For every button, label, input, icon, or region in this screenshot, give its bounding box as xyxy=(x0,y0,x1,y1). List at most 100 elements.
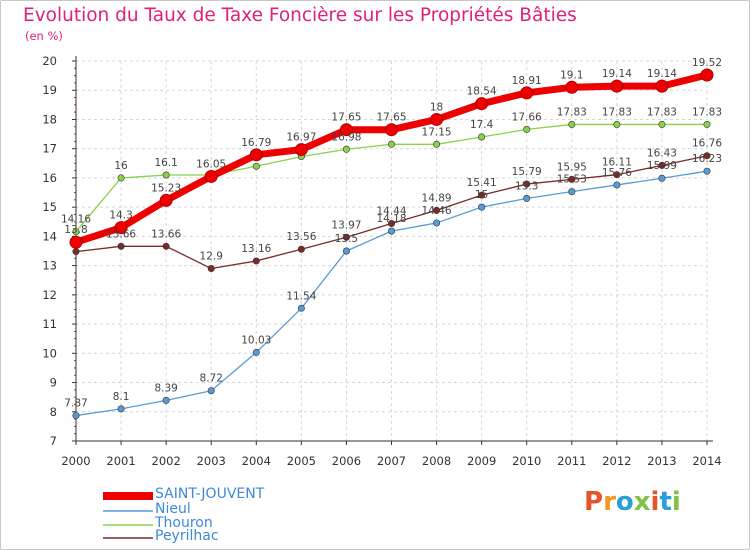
data-label: 8.39 xyxy=(154,382,177,394)
data-point xyxy=(252,257,260,265)
x-tick-label: 2014 xyxy=(692,454,721,468)
data-point xyxy=(252,348,260,356)
data-point xyxy=(478,133,486,141)
data-label: 15.3 xyxy=(515,180,538,192)
x-tick-label: 2007 xyxy=(377,454,406,468)
data-point xyxy=(387,220,395,228)
data-point xyxy=(703,120,711,128)
data-point xyxy=(655,79,669,93)
data-point xyxy=(568,175,576,183)
data-point xyxy=(162,396,170,404)
y-tick-label: 20 xyxy=(42,54,57,68)
unit-label: (en %) xyxy=(25,29,63,43)
data-label: 13.66 xyxy=(151,228,181,240)
data-point xyxy=(568,188,576,196)
data-label: 13.97 xyxy=(331,219,361,231)
y-tick-label: 19 xyxy=(42,83,57,97)
x-tick-label: 2013 xyxy=(647,454,676,468)
data-label: 16.76 xyxy=(692,138,722,150)
data-point xyxy=(162,171,170,179)
data-label: 13.5 xyxy=(335,233,358,245)
data-label: 15.23 xyxy=(151,182,181,194)
data-point xyxy=(297,304,305,312)
legend-swatch xyxy=(103,510,153,512)
data-point xyxy=(252,162,260,170)
legend-label: Peyrilhac xyxy=(155,528,219,544)
proxiti-logo: Proxiti xyxy=(584,487,681,517)
data-point xyxy=(114,221,128,235)
data-label: 16 xyxy=(114,160,128,172)
data-label-layer: 13.8 14.3 15.23 16.05 16.79 16.97 17.65 17.65 18… xyxy=(61,57,722,410)
data-label: 19.1 xyxy=(560,69,583,81)
data-point xyxy=(565,80,579,94)
x-tick-label: 2011 xyxy=(557,454,586,468)
series-nieul xyxy=(72,167,711,420)
data-point xyxy=(162,242,170,250)
data-label: 13.16 xyxy=(241,243,271,255)
data-point xyxy=(523,180,531,188)
data-point xyxy=(433,140,441,148)
data-point xyxy=(204,169,218,183)
data-point xyxy=(117,242,125,250)
x-tick-label: 2000 xyxy=(61,454,90,468)
x-tick-label: 2010 xyxy=(512,454,541,468)
data-label: 13.66 xyxy=(106,228,136,240)
data-label: 11.54 xyxy=(286,290,316,302)
data-point xyxy=(613,181,621,189)
series-peyrilhac xyxy=(72,152,711,273)
data-label: 15.99 xyxy=(647,160,677,172)
data-point xyxy=(658,161,666,169)
data-label: 16.05 xyxy=(196,158,226,170)
data-point xyxy=(568,120,576,128)
legend-label: Nieul xyxy=(155,501,191,517)
data-point xyxy=(523,125,531,133)
data-point xyxy=(430,112,444,126)
data-point xyxy=(69,235,83,249)
data-label: 8.1 xyxy=(113,391,130,403)
y-tick-label: 10 xyxy=(42,346,57,360)
data-point xyxy=(72,412,80,420)
x-tick-label: 2012 xyxy=(602,454,631,468)
data-label: 15.95 xyxy=(557,161,587,173)
data-label: 15.53 xyxy=(557,174,587,186)
data-point xyxy=(72,228,80,236)
y-tick-label: 7 xyxy=(50,434,57,448)
x-tick-label: 2009 xyxy=(467,454,496,468)
data-label: 17.4 xyxy=(470,119,494,131)
legend-label: SAINT-JOUVENT xyxy=(155,486,265,502)
data-label: 16.1 xyxy=(154,157,177,169)
y-tick-label: 8 xyxy=(50,405,57,419)
data-point xyxy=(658,120,666,128)
data-point xyxy=(339,123,353,137)
legend-swatch xyxy=(103,492,153,500)
data-label: 17.65 xyxy=(376,112,406,124)
x-tick-label: 2008 xyxy=(422,454,451,468)
data-label: 14.3 xyxy=(109,210,132,222)
y-tick-label: 16 xyxy=(42,171,57,185)
series-layer xyxy=(69,68,714,420)
data-label: 15.79 xyxy=(512,166,542,178)
data-point xyxy=(478,203,486,211)
legend-swatch xyxy=(103,537,153,539)
series-saint-jouvent xyxy=(69,68,714,249)
y-tick-label: 15 xyxy=(42,200,57,214)
data-label: 16.43 xyxy=(647,147,677,159)
data-label: 19.52 xyxy=(692,57,722,69)
data-label: 18 xyxy=(430,101,443,113)
data-point xyxy=(159,193,173,207)
legend-swatch xyxy=(103,524,153,526)
data-point xyxy=(342,247,350,255)
data-point xyxy=(703,167,711,175)
data-label: 18.91 xyxy=(512,75,542,87)
data-label: 19.14 xyxy=(602,68,632,80)
data-point xyxy=(117,174,125,182)
data-point xyxy=(523,194,531,202)
data-label: 17.66 xyxy=(512,111,542,123)
data-point xyxy=(342,233,350,241)
data-point xyxy=(387,140,395,148)
y-tick-label: 9 xyxy=(50,376,57,390)
data-label: 14.16 xyxy=(61,214,91,226)
data-label: 14.89 xyxy=(422,192,452,204)
x-tick-label: 2002 xyxy=(152,454,181,468)
